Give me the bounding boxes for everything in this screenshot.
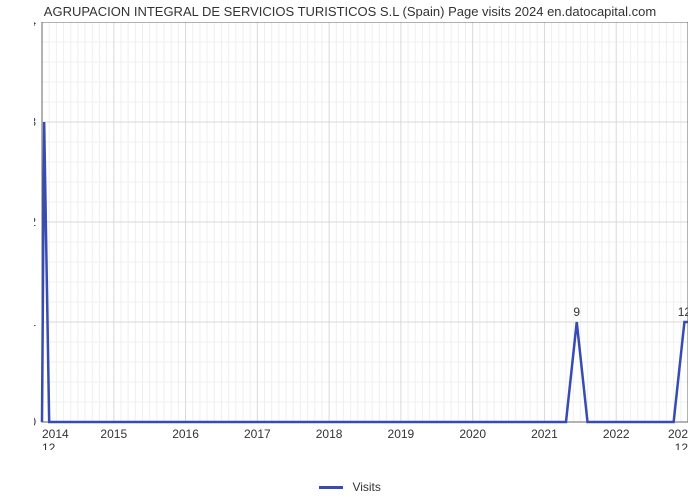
svg-text:2015: 2015 — [100, 427, 127, 441]
svg-text:9: 9 — [573, 305, 580, 319]
svg-text:2017: 2017 — [244, 427, 271, 441]
svg-text:2021: 2021 — [531, 427, 558, 441]
svg-text:2020: 2020 — [459, 427, 486, 441]
legend-label: Visits — [352, 480, 380, 494]
chart-plot-area: 9122014201520162017201820192020202120222… — [34, 22, 688, 450]
svg-text:2014: 2014 — [42, 427, 69, 441]
chart-svg: 9122014201520162017201820192020202120222… — [34, 22, 688, 450]
chart-title: AGRUPACION INTEGRAL DE SERVICIOS TURISTI… — [0, 4, 700, 19]
svg-text:3: 3 — [34, 115, 36, 129]
svg-text:2022: 2022 — [603, 427, 630, 441]
svg-text:4: 4 — [34, 22, 36, 29]
svg-text:2019: 2019 — [388, 427, 415, 441]
svg-text:2018: 2018 — [316, 427, 343, 441]
svg-text:12: 12 — [42, 441, 56, 450]
svg-text:0: 0 — [34, 415, 36, 429]
svg-text:2016: 2016 — [172, 427, 199, 441]
svg-text:12: 12 — [678, 305, 688, 319]
chart-legend: Visits — [0, 479, 700, 494]
svg-text:2: 2 — [34, 215, 36, 229]
svg-text:12: 12 — [675, 441, 688, 450]
legend-swatch — [319, 486, 343, 489]
svg-text:202: 202 — [668, 427, 688, 441]
svg-text:1: 1 — [34, 315, 36, 329]
